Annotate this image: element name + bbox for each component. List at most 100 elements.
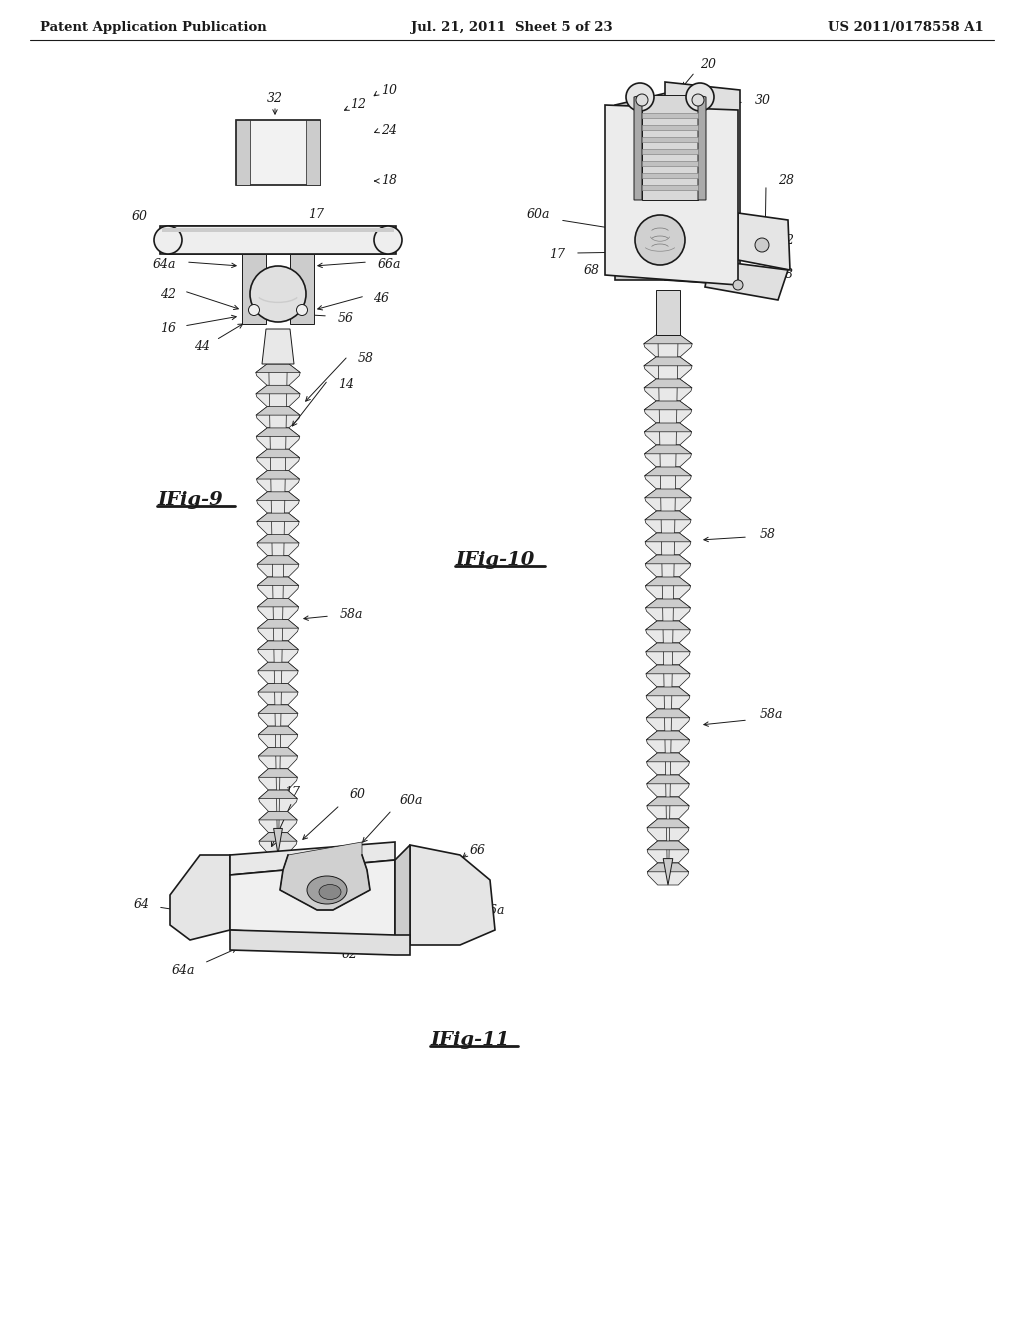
Polygon shape xyxy=(644,356,692,379)
Polygon shape xyxy=(257,598,299,619)
Text: Jul. 21, 2011  Sheet 5 of 23: Jul. 21, 2011 Sheet 5 of 23 xyxy=(412,21,612,33)
Polygon shape xyxy=(647,797,689,805)
Circle shape xyxy=(635,215,685,265)
Polygon shape xyxy=(230,861,395,940)
Polygon shape xyxy=(256,470,299,492)
Polygon shape xyxy=(647,775,689,784)
Polygon shape xyxy=(257,535,299,543)
Polygon shape xyxy=(258,705,298,726)
Polygon shape xyxy=(646,686,690,709)
Text: 32: 32 xyxy=(267,91,283,104)
Text: 64a: 64a xyxy=(171,964,195,977)
Polygon shape xyxy=(257,556,299,577)
Polygon shape xyxy=(257,577,299,598)
Polygon shape xyxy=(257,535,299,556)
Bar xyxy=(236,120,319,185)
Polygon shape xyxy=(259,812,297,820)
Polygon shape xyxy=(645,467,691,488)
Polygon shape xyxy=(256,428,300,449)
Polygon shape xyxy=(738,213,790,271)
Polygon shape xyxy=(644,422,691,445)
Polygon shape xyxy=(647,841,689,850)
Circle shape xyxy=(692,94,705,106)
Polygon shape xyxy=(647,863,689,884)
Text: 46: 46 xyxy=(373,293,389,305)
Polygon shape xyxy=(258,747,298,756)
Text: 56: 56 xyxy=(338,313,354,326)
Polygon shape xyxy=(259,812,297,833)
Circle shape xyxy=(626,83,654,111)
Polygon shape xyxy=(644,445,691,467)
Polygon shape xyxy=(615,90,679,280)
Polygon shape xyxy=(259,833,297,854)
Polygon shape xyxy=(645,511,691,520)
Text: 16: 16 xyxy=(160,322,176,335)
Polygon shape xyxy=(162,228,394,232)
Polygon shape xyxy=(642,114,698,117)
Polygon shape xyxy=(257,556,299,564)
Polygon shape xyxy=(642,137,698,143)
Text: 58a: 58a xyxy=(760,709,783,722)
Text: 28: 28 xyxy=(778,173,794,186)
Polygon shape xyxy=(258,684,298,705)
Polygon shape xyxy=(256,449,300,458)
Polygon shape xyxy=(256,407,300,414)
Polygon shape xyxy=(256,385,300,407)
Text: 60: 60 xyxy=(132,210,148,223)
Polygon shape xyxy=(257,513,299,535)
Polygon shape xyxy=(647,818,689,841)
Polygon shape xyxy=(258,642,298,663)
Polygon shape xyxy=(642,149,698,154)
Text: 60a: 60a xyxy=(400,793,424,807)
Polygon shape xyxy=(646,709,690,718)
Polygon shape xyxy=(306,120,319,185)
Polygon shape xyxy=(257,619,298,628)
Polygon shape xyxy=(645,533,691,554)
Polygon shape xyxy=(258,663,298,671)
Ellipse shape xyxy=(307,876,347,904)
Polygon shape xyxy=(644,335,692,343)
Polygon shape xyxy=(256,364,300,372)
Polygon shape xyxy=(645,577,690,599)
Text: 17: 17 xyxy=(308,207,324,220)
Polygon shape xyxy=(646,731,689,739)
Polygon shape xyxy=(646,752,689,762)
Text: IFig-9: IFig-9 xyxy=(157,491,223,510)
Ellipse shape xyxy=(319,884,341,899)
Polygon shape xyxy=(645,488,691,511)
Polygon shape xyxy=(257,577,299,586)
Polygon shape xyxy=(644,379,692,401)
Circle shape xyxy=(374,226,402,253)
Circle shape xyxy=(297,305,307,315)
Polygon shape xyxy=(644,379,692,388)
Polygon shape xyxy=(258,768,297,791)
Circle shape xyxy=(733,280,743,290)
Polygon shape xyxy=(258,684,298,692)
Polygon shape xyxy=(258,726,298,747)
Circle shape xyxy=(250,267,306,322)
Text: 64a: 64a xyxy=(153,257,176,271)
Text: 66a: 66a xyxy=(482,903,506,916)
Polygon shape xyxy=(645,554,691,564)
Polygon shape xyxy=(262,329,294,364)
Polygon shape xyxy=(644,445,691,454)
Text: 62: 62 xyxy=(342,949,358,961)
Circle shape xyxy=(636,94,648,106)
Polygon shape xyxy=(644,401,692,422)
Polygon shape xyxy=(256,449,300,470)
Text: 24: 24 xyxy=(381,124,397,136)
Text: 68: 68 xyxy=(584,264,600,276)
Text: 58a: 58a xyxy=(340,607,364,620)
Polygon shape xyxy=(259,833,297,841)
Text: IFig-11: IFig-11 xyxy=(430,1031,509,1049)
Bar xyxy=(642,95,698,201)
Text: 42: 42 xyxy=(160,288,176,301)
Polygon shape xyxy=(257,598,299,607)
Text: 44: 44 xyxy=(194,339,210,352)
Polygon shape xyxy=(647,797,689,818)
Polygon shape xyxy=(644,356,692,366)
Text: 66: 66 xyxy=(470,843,486,857)
Polygon shape xyxy=(645,488,691,498)
Polygon shape xyxy=(642,161,698,166)
Polygon shape xyxy=(160,226,396,253)
